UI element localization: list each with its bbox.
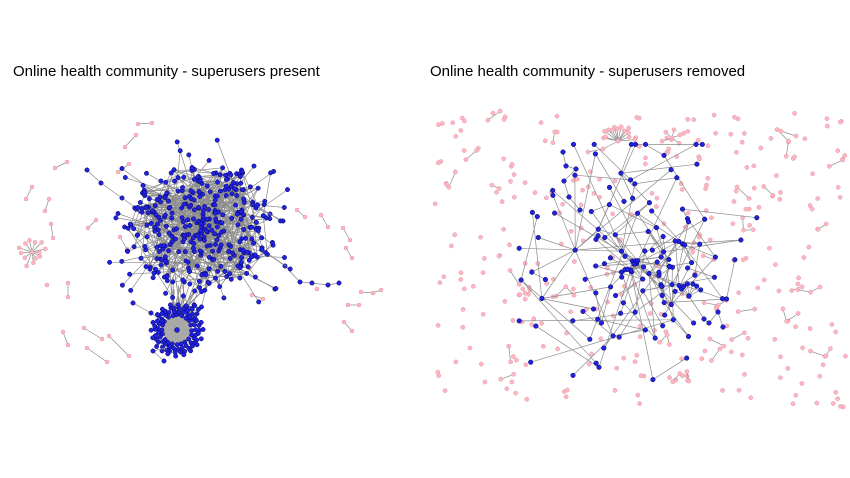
panel-title-superusers-removed: Online health community - superusers rem…: [430, 63, 746, 80]
panel-title-superusers-present: Online health community - superusers pre…: [13, 63, 320, 80]
